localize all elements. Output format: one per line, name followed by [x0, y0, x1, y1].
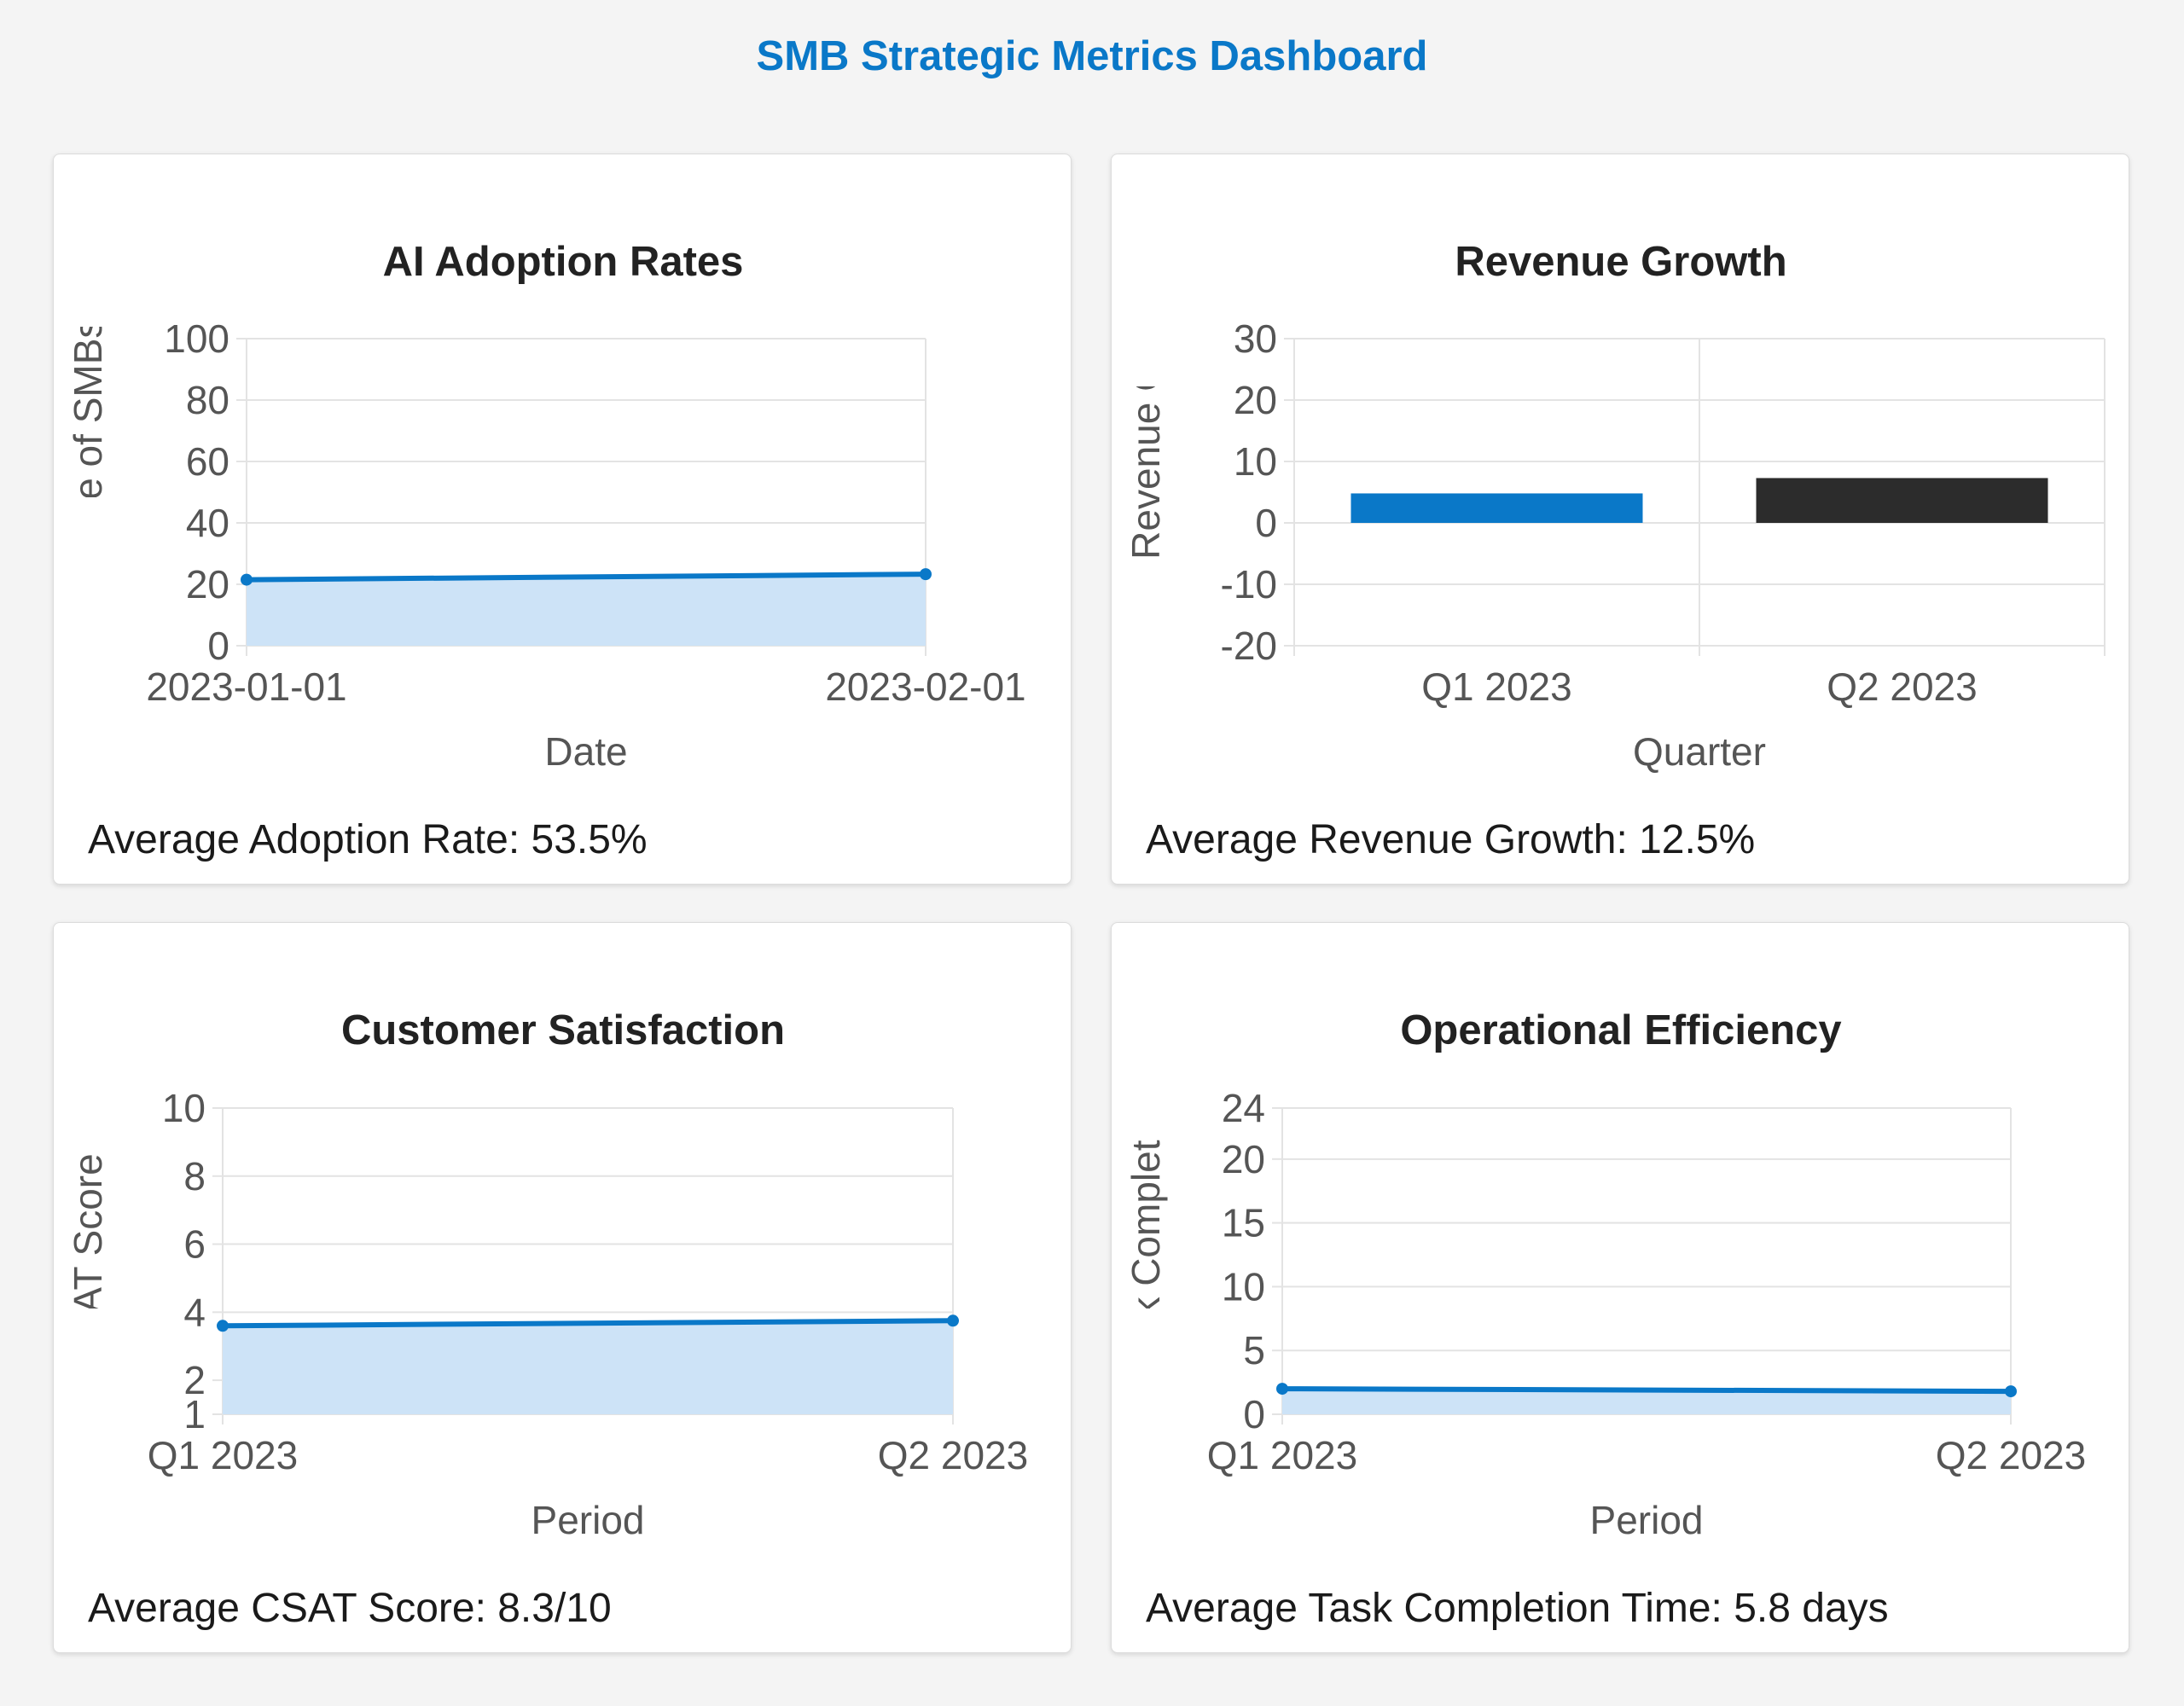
- y-axis-title: Percentage of SMBs adop: [66, 221, 110, 679]
- customer-satisfaction-stat: Average CSAT Score: 8.3/10: [88, 1586, 612, 1631]
- series-line: [246, 572, 926, 583]
- y-tick-label: 80: [186, 378, 229, 422]
- y-tick-label: 40: [186, 501, 229, 545]
- x-axis-title: Period: [1590, 1498, 1704, 1542]
- y-tick-label: 10: [162, 1086, 206, 1130]
- x-tick-label: 2023-01-01: [146, 664, 346, 709]
- series-area: [247, 574, 926, 646]
- y-axis-title: CSAT Score: [66, 1153, 110, 1367]
- x-axis-title: Period: [531, 1498, 645, 1542]
- x-tick-label: 2023-02-01: [825, 664, 1025, 709]
- y-tick-label: 4: [183, 1290, 206, 1334]
- customer-satisfaction-card: Customer Satisfaction 1 2 4 6 8 10 Q1 2023 Q2 2…: [53, 922, 1072, 1653]
- y-tick-label: 0: [207, 624, 229, 668]
- y-tick-label: 8: [183, 1154, 206, 1198]
- operational-efficiency-stat: Average Task Completion Time: 5.8 days: [1146, 1586, 1889, 1631]
- x-tick-label: Q2 2023: [1827, 664, 1977, 709]
- bar: [1756, 478, 2048, 523]
- series-line: [1281, 1386, 2012, 1395]
- y-tick-label: 6: [183, 1222, 206, 1267]
- y-tick-label: 24: [1222, 1086, 1265, 1130]
- y-tick-label: 10: [1222, 1264, 1265, 1309]
- y-tick-label: 15: [1222, 1201, 1265, 1245]
- customer-satisfaction-chart: 12 4 6 8 10 Q1 2023 Q2 2023 Period CSAT Score: [66, 1086, 1028, 1542]
- data-point: [2005, 1385, 2017, 1398]
- data-point: [241, 573, 253, 586]
- y-tick-label: 20: [1234, 378, 1277, 422]
- y-tick-label: 10: [1234, 439, 1277, 484]
- x-tick-label: Q2 2023: [878, 1433, 1028, 1477]
- customer-satisfaction-title: Customer Satisfaction: [340, 1007, 786, 1053]
- y-tick-label: 5: [1243, 1328, 1265, 1372]
- x-tick-label: Q2 2023: [1936, 1433, 2086, 1477]
- data-point: [920, 568, 932, 581]
- x-axis-title: Quarter: [1633, 729, 1766, 774]
- y-axis-title: Quarterly Revenue Growt: [1124, 287, 1168, 732]
- data-point: [1276, 1383, 1288, 1396]
- series-area: [223, 1320, 953, 1414]
- y-tick-label: 0: [1255, 501, 1277, 545]
- dashboard-title: SMB Strategic Metrics Dashboard: [756, 33, 1428, 79]
- y-axis-title: erage Task Completion Tir: [1124, 1033, 1168, 1488]
- x-tick-label: Q1 2023: [1207, 1433, 1357, 1477]
- ai-adoption-chart: 0 20 40 60 80 100 2023-01-01 2023-02-01 Date Perc…: [66, 221, 1026, 774]
- ai-adoption-title: AI Adoption Rates: [382, 239, 744, 285]
- x-tick-label: Q1 2023: [148, 1433, 298, 1477]
- operational-efficiency-card: Operational Efficiency 0 5 10 15 20 24 Q1 2023…: [1111, 922, 2129, 1653]
- bar: [1350, 493, 1643, 523]
- y-tick-label: 2: [183, 1358, 206, 1402]
- y-tick-label: 60: [186, 439, 229, 484]
- x-axis-title: Date: [544, 729, 627, 774]
- x-tick-label: Q1 2023: [1421, 664, 1571, 709]
- data-point: [947, 1314, 959, 1327]
- data-point: [217, 1320, 229, 1332]
- y-tick-label: 20: [1222, 1137, 1265, 1181]
- revenue-growth-stat: Average Revenue Growth: 12.5%: [1146, 817, 1756, 862]
- y-tick-label: 20: [186, 562, 229, 606]
- y-tick-label: 0: [1243, 1392, 1265, 1436]
- series-line: [222, 1318, 954, 1329]
- y-tick-label: 1: [183, 1392, 206, 1436]
- y-tick-label: -20: [1221, 624, 1277, 668]
- series-area: [1282, 1389, 2011, 1414]
- y-tick-label: 30: [1234, 316, 1277, 361]
- y-tick-label: -10: [1221, 562, 1277, 606]
- revenue-growth-chart: -20 -10 0 10 20 30 Q1 2023 Q2 2023 Quarter Quarte…: [1124, 287, 2106, 774]
- ai-adoption-card: AI Adoption Rates 0 20 40 60 80 100 2023-01-01…: [53, 154, 1072, 885]
- revenue-growth-card: Revenue Growth -20 -10 0 10 20 30 Q1 2023 Q2 20…: [1111, 154, 2129, 885]
- y-tick-label: 100: [164, 316, 229, 361]
- ai-adoption-stat: Average Adoption Rate: 53.5%: [88, 817, 648, 862]
- operational-efficiency-title: Operational Efficiency: [1400, 1007, 1842, 1053]
- operational-efficiency-chart: 0 5 10 15 20 24 Q1 2023 Q2 2023 Period erage Task…: [1124, 1033, 2086, 1542]
- revenue-growth-title: Revenue Growth: [1455, 239, 1787, 285]
